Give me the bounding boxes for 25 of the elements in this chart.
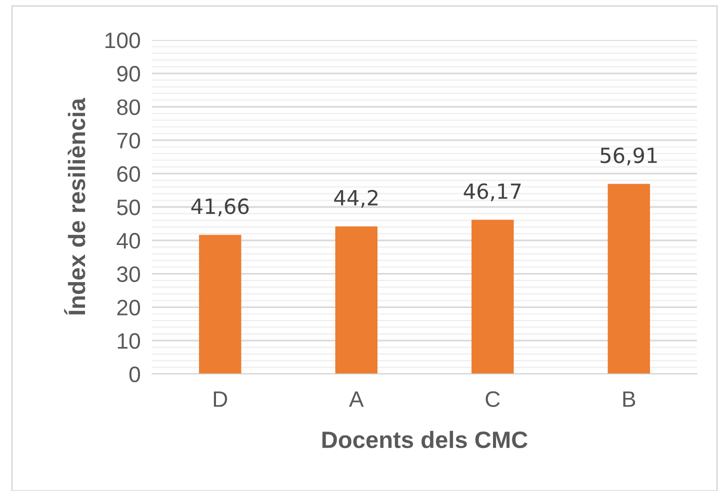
y-axis-title: Índex de resiliència xyxy=(64,98,86,315)
x-tick-label: B xyxy=(623,391,636,407)
x-tick-label: A xyxy=(349,391,364,407)
y-tick-label: 60 xyxy=(117,166,140,182)
bar xyxy=(335,226,378,374)
bar xyxy=(199,234,242,374)
x-axis-title: Docents dels CMC xyxy=(322,430,528,448)
bar xyxy=(472,220,514,374)
y-tick-label: 40 xyxy=(116,232,140,249)
data-label: 41,66 xyxy=(191,198,249,216)
data-label: 56,91 xyxy=(600,147,657,166)
bar xyxy=(608,184,650,374)
y-tick-label: 30 xyxy=(117,266,140,282)
data-label: 44,2 xyxy=(334,190,378,208)
x-tick-label: C xyxy=(486,391,500,407)
y-tick-label: 10 xyxy=(118,333,140,349)
y-tick-label: 90 xyxy=(117,66,140,82)
y-tick-label: 20 xyxy=(117,300,140,316)
y-tick-label: 80 xyxy=(117,99,140,116)
y-tick-label: 70 xyxy=(117,132,140,148)
x-tick-label: D xyxy=(214,391,228,407)
y-tick-label: 50 xyxy=(117,200,140,216)
y-tick-label: 100 xyxy=(106,32,140,48)
data-label: 46,17 xyxy=(464,183,521,202)
y-tick-label: 0 xyxy=(129,366,140,382)
